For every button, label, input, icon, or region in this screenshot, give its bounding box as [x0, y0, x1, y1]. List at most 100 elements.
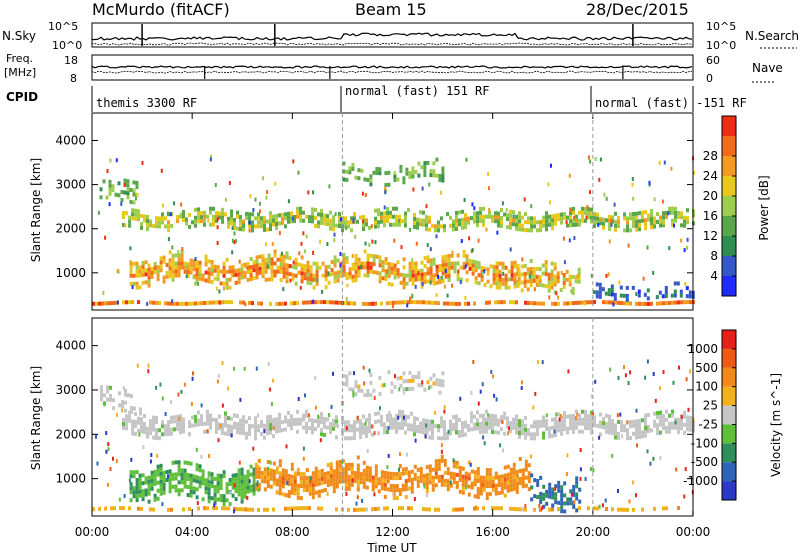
heatmap-cell	[257, 482, 261, 487]
heatmap-cell	[302, 484, 306, 489]
heatmap-cell	[513, 272, 517, 277]
heatmap-cell	[219, 269, 223, 274]
heatmap-cell	[323, 300, 326, 305]
heatmap-cell	[339, 252, 342, 256]
heatmap-cell	[632, 507, 635, 512]
heatmap-cell	[380, 215, 383, 220]
heatmap-cell	[357, 168, 361, 173]
heatmap-cell	[276, 265, 280, 270]
heatmap-cell	[315, 273, 319, 278]
heatmap-cell	[183, 265, 187, 270]
heatmap-cell	[285, 444, 288, 449]
heatmap-cell	[426, 243, 429, 247]
heatmap-cell	[348, 387, 352, 392]
mode-change-lines	[341, 113, 594, 516]
heatmap-cell	[191, 376, 194, 381]
heatmap-cell	[155, 385, 158, 390]
heatmap-cell	[518, 219, 521, 224]
heatmap-cell	[590, 418, 593, 423]
heatmap-cell	[293, 219, 296, 223]
heatmap-cell	[686, 300, 689, 305]
heatmap-cell	[432, 373, 436, 378]
heatmap-cell	[337, 424, 340, 429]
heatmap-cell	[251, 424, 254, 429]
heatmap-cell	[429, 270, 433, 275]
heatmap-cell	[608, 414, 611, 419]
heatmap-cell	[348, 166, 352, 171]
heatmap-cell	[458, 473, 462, 478]
heatmap-cell	[155, 428, 158, 432]
heatmap-cell	[240, 475, 244, 480]
heatmap-cell	[473, 506, 476, 511]
heatmap-cell	[530, 424, 533, 429]
heatmap-cell	[523, 279, 527, 284]
heatmap-cell	[237, 468, 241, 473]
heatmap-cell	[554, 486, 557, 491]
heatmap-cell	[644, 226, 647, 231]
heatmap-cell	[590, 422, 593, 427]
heatmap-cell	[256, 480, 259, 485]
heatmap-cell	[529, 279, 533, 283]
heatmap-cell	[171, 476, 175, 481]
heatmap-cell	[491, 475, 495, 480]
heatmap-cell	[443, 478, 447, 483]
heatmap-cell	[141, 280, 145, 285]
heatmap-cell	[365, 477, 369, 482]
heatmap-cell	[263, 479, 267, 484]
x-tick-label: 20:00	[576, 525, 611, 539]
heatmap-cell	[129, 200, 133, 204]
heatmap-cell	[608, 422, 611, 427]
heatmap-cell	[209, 206, 212, 211]
heatmap-cell	[386, 506, 389, 511]
heatmap-cell	[352, 218, 355, 223]
heatmap-cell	[476, 467, 480, 471]
heatmap-cell	[465, 262, 469, 267]
heatmap-cell	[284, 473, 288, 478]
heatmap-cell	[338, 216, 341, 220]
heatmap-cell	[623, 428, 626, 433]
heatmap-cell	[129, 260, 132, 265]
heatmap-cell	[416, 479, 420, 484]
heatmap-cell	[392, 488, 396, 493]
heatmap-cell	[548, 494, 552, 499]
power-colorbar-tick-label: 8	[710, 249, 718, 263]
heatmap-cell	[575, 480, 579, 485]
heatmap-cell	[347, 224, 350, 229]
heatmap-cell	[380, 422, 383, 427]
heatmap-cell	[221, 430, 224, 435]
heatmap-cell	[344, 428, 347, 433]
heatmap-cell	[285, 263, 289, 268]
heatmap-cell	[344, 436, 347, 441]
heatmap-cell	[257, 424, 260, 429]
heatmap-cell	[486, 271, 490, 276]
heatmap-cell	[678, 365, 680, 370]
heatmap-cell	[506, 484, 510, 489]
heatmap-cell	[384, 186, 387, 191]
heatmap-cell	[329, 474, 333, 479]
heatmap-cell	[438, 268, 442, 272]
heatmap-cell	[365, 485, 369, 490]
heatmap-cell	[431, 423, 434, 428]
heatmap-cell	[443, 301, 446, 306]
heatmap-cell	[212, 300, 215, 305]
heatmap-cell	[293, 301, 296, 306]
heatmap-cell	[245, 431, 248, 436]
heatmap-cell	[568, 274, 572, 279]
heatmap-cell	[517, 269, 521, 274]
heatmap-cell	[569, 422, 572, 427]
heatmap-cell	[293, 422, 296, 426]
heatmap-cell	[231, 273, 235, 278]
heatmap-cell	[542, 423, 545, 428]
heatmap-cell	[203, 214, 206, 219]
heatmap-cell	[335, 507, 338, 512]
heatmap-cell	[617, 224, 620, 229]
heatmap-cell	[386, 414, 389, 418]
heatmap-cell	[339, 269, 343, 274]
heatmap-cell	[446, 471, 450, 476]
heatmap-cell	[389, 475, 393, 480]
heatmap-cell	[200, 422, 203, 427]
heatmap-cell	[194, 414, 197, 419]
heatmap-cell	[500, 224, 503, 228]
heatmap-cell	[557, 217, 560, 222]
heatmap-cell	[323, 480, 327, 484]
